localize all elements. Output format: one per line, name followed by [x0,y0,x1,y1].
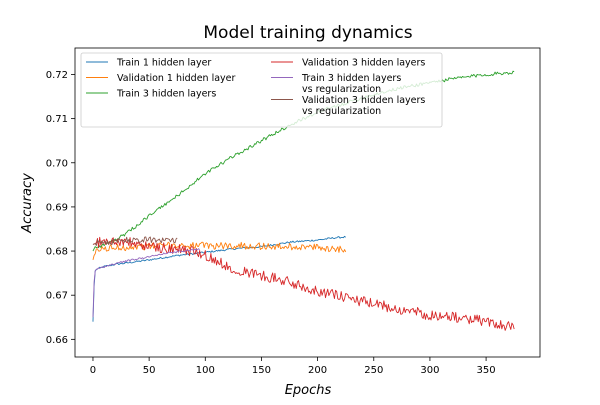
y-tick-label: 0.70 [46,158,68,169]
y-tick-label: 0.68 [46,247,68,258]
legend-label-6: Validation 3 hidden layers vs regularizat… [302,95,425,117]
x-axis-label: Epochs [285,383,332,398]
y-tick-label: 0.71 [46,114,68,125]
y-axis-ticks: 0.66 0.67 0.68 0.69 0.70 0.71 0.72 [46,70,75,346]
y-tick-label: 0.69 [46,202,68,213]
y-tick-label: 0.66 [46,335,68,346]
x-tick-label: 100 [196,365,215,376]
x-tick-label: 300 [420,365,439,376]
x-tick-label: 0 [90,365,96,376]
y-axis-label: Accuracy [20,173,35,234]
series-line-4 [92,236,515,331]
x-tick-label: 150 [252,365,271,376]
y-tick-label: 0.72 [46,70,68,81]
series-line-1 [92,235,346,322]
x-axis-ticks: 0 50 100 150 200 250 300 350 [90,357,496,376]
legend-label-2: Validation 1 hidden layer [117,73,236,84]
plot-frame [74,47,541,358]
chart-title: Model training dynamics [203,23,412,43]
y-tick-label: 0.67 [46,291,68,302]
x-tick-label: 200 [308,365,327,376]
x-tick-label: 350 [477,365,496,376]
series-line-6 [92,236,178,246]
legend-label-3: Train 3 hidden layers [116,89,216,100]
legend-box [80,52,443,128]
legend-label-1: Train 1 hidden layer [116,58,211,69]
legend: Train 1 hidden layer Validation 1 hidden … [80,52,443,128]
legend-label-4: Validation 3 hidden layers [302,58,425,69]
x-tick-label: 250 [364,365,383,376]
series-line-5 [92,248,200,318]
x-tick-label: 50 [143,365,156,376]
legend-label-5: Train 3 hidden layers vs regularization [301,73,401,95]
